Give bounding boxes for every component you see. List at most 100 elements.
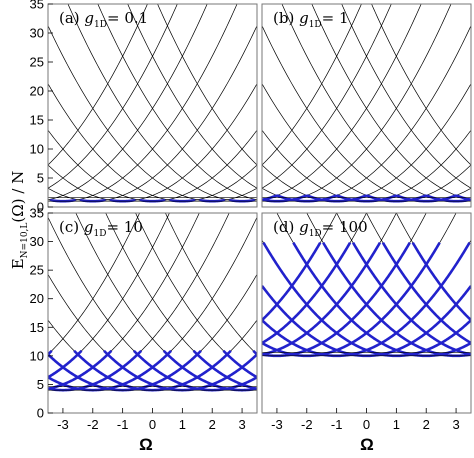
curve-a-k2 bbox=[48, 25, 257, 202]
blue-curve-d-k2 bbox=[292, 242, 471, 358]
x-tick-label-c-0: 0 bbox=[149, 417, 156, 432]
curve-a-k3 bbox=[67, 4, 257, 202]
curve-b-k-4 bbox=[262, 4, 422, 201]
panel-label-d: (d) g1D= 100 bbox=[273, 218, 368, 239]
curves-c bbox=[48, 213, 257, 392]
curve-d-k-6 bbox=[262, 213, 338, 321]
blue-curve-d-k-1 bbox=[262, 242, 471, 358]
curve-c-k-6 bbox=[48, 213, 140, 355]
y-tick-label-c-5: 5 bbox=[37, 377, 44, 392]
curve-a-k-2 bbox=[48, 25, 257, 202]
panel-label-prefix-a: (a) bbox=[59, 9, 84, 27]
frame-b bbox=[261, 3, 472, 208]
y-axis-label: EN=10,L(Ω) / N bbox=[9, 171, 30, 270]
blue-curve-c-k6 bbox=[252, 349, 257, 356]
panel-d: -3 -2 -1 0 1 2 3 (d) g1D= 100 bbox=[261, 212, 472, 432]
curve-d-k-2 bbox=[262, 213, 457, 357]
panel-a: 0 5 10 15 20 25 30 35 (a) g1D= 0.1 bbox=[30, 0, 258, 215]
y-tick-label-a-5: 5 bbox=[37, 171, 44, 186]
x-tick-label-d-1: 1 bbox=[393, 417, 400, 432]
panel-label-symbol-a: g bbox=[84, 9, 94, 27]
x-axis-label-right: Ω bbox=[360, 435, 374, 454]
panel-label-sub-b: 1D bbox=[309, 20, 322, 30]
blue-curve-d-k3 bbox=[322, 242, 471, 358]
curve-d-k6 bbox=[395, 213, 471, 321]
curve-a-k-1 bbox=[48, 83, 257, 202]
panel-label-symbol-b: g bbox=[299, 9, 309, 27]
blue-curve-c-k4 bbox=[192, 349, 257, 390]
curve-d-k3 bbox=[306, 213, 471, 357]
panel-label-prefix-b: (b) bbox=[273, 9, 299, 27]
x-tick-label-c--2: -2 bbox=[87, 417, 99, 432]
x-tick-label-d-2: 2 bbox=[423, 417, 430, 432]
curve-a-k0 bbox=[48, 129, 257, 202]
frame-a bbox=[47, 3, 258, 208]
curve-d-k1 bbox=[262, 239, 471, 357]
x-axis-label-left: Ω bbox=[139, 435, 153, 454]
panel-label-prefix-c: (c) bbox=[59, 218, 84, 236]
y-tick-label-c-15: 15 bbox=[30, 320, 44, 335]
panel-label-a: (a) g1D= 0.1 bbox=[59, 9, 148, 30]
frame-c bbox=[47, 212, 258, 414]
panel-label-value-d: = 100 bbox=[322, 218, 368, 236]
blue-curve-c-k2 bbox=[132, 349, 257, 392]
curve-a-k-4 bbox=[48, 4, 208, 201]
y-tick-label-c-25: 25 bbox=[30, 263, 44, 278]
y-tick-label-a-0: 0 bbox=[37, 200, 44, 215]
curves-a bbox=[48, 4, 257, 203]
blue-curve-d-k6 bbox=[411, 242, 471, 322]
curve-d-k-4 bbox=[262, 213, 397, 355]
blue-curve-c-k-5 bbox=[48, 349, 83, 379]
curve-b-k-1 bbox=[262, 83, 471, 202]
x-tick-label-c-1: 1 bbox=[179, 417, 186, 432]
panel-label-c: (c) g1D= 10 bbox=[59, 218, 143, 239]
x-tick-label-d--1: -1 bbox=[331, 417, 343, 432]
y-tick-label-c-35: 35 bbox=[30, 206, 44, 221]
y-tick-label-c-20: 20 bbox=[30, 291, 44, 306]
x-tick-label-d-0: 0 bbox=[363, 417, 370, 432]
curve-d-k-3 bbox=[262, 213, 427, 357]
y-tick-label-a-15: 15 bbox=[30, 113, 44, 128]
curve-d-k-1 bbox=[262, 239, 471, 357]
curve-c-k1 bbox=[48, 274, 257, 391]
y-tick-label-c-10: 10 bbox=[30, 348, 44, 363]
curve-c-k4 bbox=[105, 213, 257, 390]
curve-b-k0 bbox=[262, 129, 471, 202]
blue-curve-d-k5 bbox=[381, 242, 471, 345]
y-tick-label-a-35: 35 bbox=[30, 0, 44, 12]
x-tick-label-c-3: 3 bbox=[238, 417, 245, 432]
curve-b-k5 bbox=[341, 4, 471, 189]
panel-label-sub-c: 1D bbox=[93, 229, 106, 239]
y-tick-label-a-30: 30 bbox=[30, 26, 44, 41]
curve-b-k3 bbox=[281, 4, 471, 202]
curve-a-k-6 bbox=[48, 4, 148, 166]
curve-c-k-1 bbox=[48, 274, 257, 391]
curve-c-k5 bbox=[135, 213, 257, 378]
y-axis-label-rest: (Ω) / N bbox=[9, 171, 27, 223]
x-tick-label-d-3: 3 bbox=[452, 417, 459, 432]
x-tick-label-c--1: -1 bbox=[117, 417, 129, 432]
panel-label-symbol-d: g bbox=[299, 218, 309, 236]
panel-label-value-c: = 10 bbox=[106, 218, 142, 236]
y-axis-label-sub: N=10,L bbox=[20, 223, 30, 259]
y-tick-label-c-0: 0 bbox=[37, 406, 44, 421]
x-tick-label-d--3: -3 bbox=[271, 417, 283, 432]
y-tick-label-a-20: 20 bbox=[30, 84, 44, 99]
curve-c-k2 bbox=[48, 217, 257, 391]
curve-a-k4 bbox=[97, 4, 257, 201]
curves-d bbox=[262, 213, 471, 358]
curve-a-k5 bbox=[127, 4, 257, 189]
curve-c-k6 bbox=[165, 213, 257, 355]
blue-curve-c-k-4 bbox=[48, 349, 113, 390]
panel-label-symbol-c: g bbox=[84, 218, 94, 236]
curve-b-k2 bbox=[262, 25, 471, 202]
curve-b-k6 bbox=[371, 4, 471, 166]
curve-a-k-3 bbox=[48, 4, 238, 202]
curve-b-k-6 bbox=[262, 4, 362, 166]
blue-curve-d-k0 bbox=[262, 285, 471, 358]
curve-d-k4 bbox=[336, 213, 471, 355]
panel-label-value-b: = 1 bbox=[322, 9, 349, 27]
curve-c-k3 bbox=[75, 213, 257, 391]
curve-a-k1 bbox=[48, 83, 257, 202]
panel-c: 0 5 10 15 20 25 30 35 -3 -2 -1 0 1 2 3 (c) g1D= 10 bbox=[30, 206, 258, 432]
